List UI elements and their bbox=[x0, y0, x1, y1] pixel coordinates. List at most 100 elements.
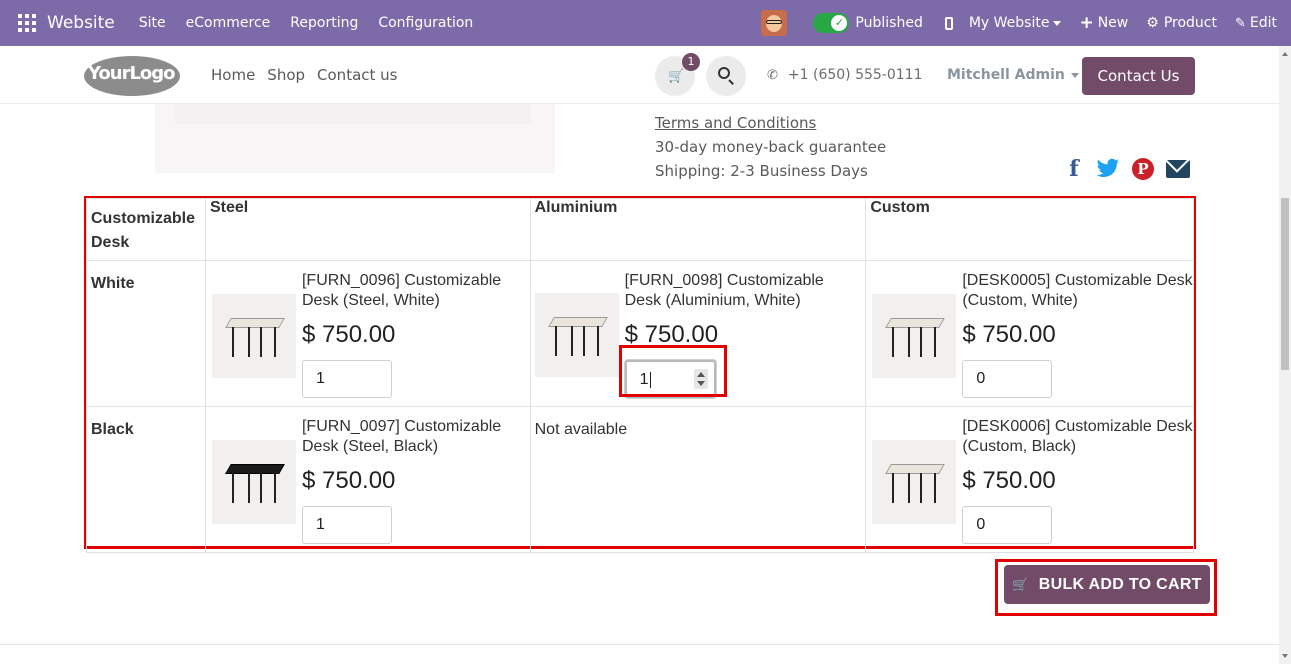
check-icon: ✓ bbox=[831, 15, 848, 31]
chevron-down-icon bbox=[1053, 20, 1062, 26]
matrix-cell-aluminium-white: [FURN_0098] Customizable Desk (Aluminium… bbox=[529, 260, 867, 407]
matrix-corner-header: Customizable Desk bbox=[86, 198, 206, 261]
product-label: Product bbox=[1163, 15, 1217, 31]
menu-reporting[interactable]: Reporting bbox=[290, 15, 359, 31]
product-name: [FURN_0098] Customizable Desk (Aluminium… bbox=[624, 272, 824, 309]
product-price: $ 750.00 bbox=[624, 321, 719, 348]
edit-label: Edit bbox=[1249, 15, 1277, 31]
product-image bbox=[211, 294, 296, 378]
site-logo[interactable]: YourLogo bbox=[84, 56, 180, 96]
published-toggle[interactable]: ✓ bbox=[813, 13, 850, 33]
row-header-black: Black bbox=[86, 406, 206, 553]
product-matrix-table: Customizable Desk Steel Aluminium Custom… bbox=[86, 198, 1194, 553]
quantity-value: 1 bbox=[639, 371, 649, 388]
desk-icon bbox=[547, 317, 608, 357]
menu-configuration[interactable]: Configuration bbox=[378, 15, 474, 31]
contact-us-button[interactable]: Contact Us bbox=[1082, 57, 1195, 95]
product-price: $ 750.00 bbox=[301, 467, 396, 494]
quantity-input[interactable]: 0 bbox=[962, 360, 1053, 398]
row-header-white: White bbox=[86, 260, 206, 407]
nav-home[interactable]: Home bbox=[211, 66, 256, 84]
bulk-add-highlight bbox=[995, 559, 1217, 616]
quantity-input[interactable]: 1 bbox=[301, 360, 392, 398]
bulk-add-to-cart-button[interactable]: 🛒 BULK ADD TO CART bbox=[1004, 565, 1210, 604]
stepper-down-icon[interactable] bbox=[696, 381, 705, 386]
matrix-cell-custom-white: [DESK0005] Customizable Desk (Custom, Wh… bbox=[865, 260, 1194, 407]
product-price: $ 750.00 bbox=[962, 467, 1056, 494]
facebook-icon[interactable]: f bbox=[1069, 156, 1079, 182]
bulk-add-label: BULK ADD TO CART bbox=[1038, 575, 1202, 593]
product-name: [FURN_0097] Customizable Desk (Steel, Bl… bbox=[301, 418, 502, 455]
app-brand[interactable]: Website bbox=[47, 13, 115, 33]
terms-link[interactable]: Terms and Conditions bbox=[655, 114, 817, 132]
matrix-cell-custom-black: [DESK0006] Customizable Desk (Custom, Bl… bbox=[865, 406, 1194, 553]
quantity-input-focused[interactable]: 1 bbox=[624, 360, 716, 398]
cart-icon: 🛒 bbox=[1012, 576, 1029, 592]
phone-icon: ✆ bbox=[767, 67, 778, 83]
product-image bbox=[534, 293, 619, 377]
logo-text: YourLogo bbox=[88, 63, 176, 84]
desk-icon bbox=[885, 318, 946, 358]
new-label: New bbox=[1097, 15, 1129, 31]
column-header-steel: Steel bbox=[204, 198, 531, 261]
quantity-highlight bbox=[619, 345, 727, 397]
matrix-cell-steel-white: [FURN_0096] Customizable Desk (Steel, Wh… bbox=[204, 260, 531, 407]
apps-menu-icon[interactable] bbox=[18, 14, 36, 32]
published-label[interactable]: Published bbox=[855, 15, 923, 31]
menu-site[interactable]: Site bbox=[138, 15, 166, 31]
desk-icon bbox=[885, 464, 946, 504]
product-name: [FURN_0096] Customizable Desk (Steel, Wh… bbox=[301, 272, 502, 309]
plus-icon: + bbox=[1079, 13, 1094, 33]
product-button[interactable]: ⚙ Product bbox=[1146, 15, 1217, 31]
nav-shop[interactable]: Shop bbox=[267, 66, 306, 84]
cart-button[interactable]: 🛒 1 bbox=[655, 53, 700, 96]
desk-icon bbox=[225, 464, 285, 504]
cart-count-badge: 1 bbox=[682, 53, 700, 71]
product-image bbox=[872, 294, 957, 378]
quantity-stepper[interactable] bbox=[693, 369, 708, 389]
search-button[interactable] bbox=[706, 56, 746, 96]
twitter-icon[interactable] bbox=[1096, 158, 1120, 180]
product-image bbox=[872, 440, 957, 524]
matrix-header-row: Customizable Desk Steel Aluminium Custom bbox=[86, 198, 1194, 261]
stepper-up-icon[interactable] bbox=[696, 372, 705, 377]
user-name: Mitchell Admin bbox=[947, 67, 1065, 83]
gear-icon: ⚙ bbox=[1146, 15, 1159, 31]
edit-button[interactable]: ✎ Edit bbox=[1235, 15, 1277, 31]
product-name: [DESK0005] Customizable Desk (Custom, Wh… bbox=[962, 272, 1193, 309]
my-website-dropdown[interactable]: My Website bbox=[969, 15, 1062, 31]
desk-icon bbox=[225, 318, 285, 358]
matrix-row-black: Black [FURN_0097] Customizable Desk (Ste… bbox=[86, 406, 1194, 553]
chevron-down-icon bbox=[1070, 72, 1079, 78]
email-icon[interactable] bbox=[1166, 160, 1190, 178]
website-header: YourLogo Home Shop Contact us 🛒 1 ✆ +1 (… bbox=[0, 46, 1279, 104]
matrix-row-white: White [FURN_0096] Customizable Desk (Ste… bbox=[86, 260, 1194, 407]
product-price: $ 750.00 bbox=[301, 321, 396, 348]
quantity-input[interactable]: 0 bbox=[962, 506, 1053, 544]
menu-ecommerce[interactable]: eCommerce bbox=[185, 15, 271, 31]
new-button[interactable]: + New bbox=[1079, 13, 1128, 33]
my-website-label: My Website bbox=[968, 15, 1050, 31]
nav-contact-us[interactable]: Contact us bbox=[317, 66, 398, 84]
phone-link[interactable]: ✆ +1 (650) 555-0111 bbox=[767, 67, 923, 83]
column-header-custom: Custom bbox=[865, 198, 1194, 261]
pencil-icon: ✎ bbox=[1234, 15, 1246, 31]
shipping-text: Shipping: 2-3 Business Days bbox=[655, 162, 868, 180]
scrollbar-thumb[interactable] bbox=[1281, 198, 1289, 370]
pinterest-icon[interactable]: P bbox=[1132, 158, 1154, 180]
page-scrollbar[interactable] bbox=[1279, 46, 1291, 664]
user-avatar[interactable] bbox=[761, 10, 788, 36]
phone-number: +1 (650) 555-0111 bbox=[787, 67, 923, 83]
quantity-input[interactable]: 1 bbox=[301, 506, 392, 544]
scroll-down-icon[interactable] bbox=[1282, 654, 1288, 658]
product-info: Terms and Conditions 30-day money-back g… bbox=[655, 111, 886, 183]
mobile-preview-icon[interactable] bbox=[944, 16, 953, 30]
product-image-area bbox=[155, 104, 555, 173]
search-icon bbox=[718, 67, 730, 79]
user-dropdown[interactable]: Mitchell Admin bbox=[947, 67, 1079, 83]
matrix-cell-aluminium-black: Not available bbox=[529, 406, 867, 553]
divider bbox=[0, 644, 1279, 645]
not-available-text: Not available bbox=[534, 421, 628, 438]
product-image bbox=[211, 440, 296, 524]
scroll-up-icon[interactable] bbox=[1282, 52, 1288, 56]
